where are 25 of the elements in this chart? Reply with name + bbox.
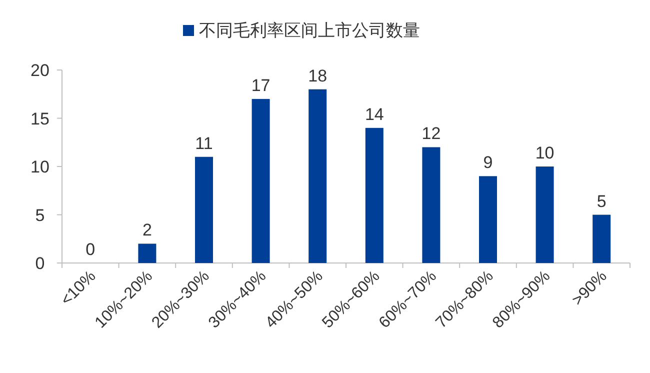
y-tick-label: 20 — [30, 61, 50, 80]
bar — [592, 214, 611, 263]
data-label: 14 — [364, 104, 384, 124]
y-tick-label: 15 — [30, 109, 50, 128]
bar — [479, 176, 497, 263]
y-tick-label: 0 — [35, 254, 45, 273]
data-label: 10 — [535, 144, 554, 162]
bar — [422, 147, 440, 263]
bar — [365, 128, 384, 263]
bar — [252, 98, 270, 263]
bar — [138, 244, 156, 263]
data-label: 12 — [422, 124, 441, 144]
bar — [195, 156, 213, 263]
y-tick-label: 10 — [30, 158, 50, 176]
data-label: 18 — [308, 66, 328, 86]
data-label: 11 — [195, 134, 213, 153]
bar — [308, 89, 327, 263]
data-label: 17 — [251, 76, 270, 95]
data-label: 9 — [483, 153, 493, 172]
data-label: 5 — [596, 192, 606, 211]
data-label: 2 — [142, 220, 152, 240]
bar — [536, 166, 554, 263]
y-tick-label: 5 — [35, 206, 45, 225]
data-label: 0 — [86, 240, 96, 259]
legend-label: 不同毛利率区间上市公司数量 — [199, 21, 420, 40]
